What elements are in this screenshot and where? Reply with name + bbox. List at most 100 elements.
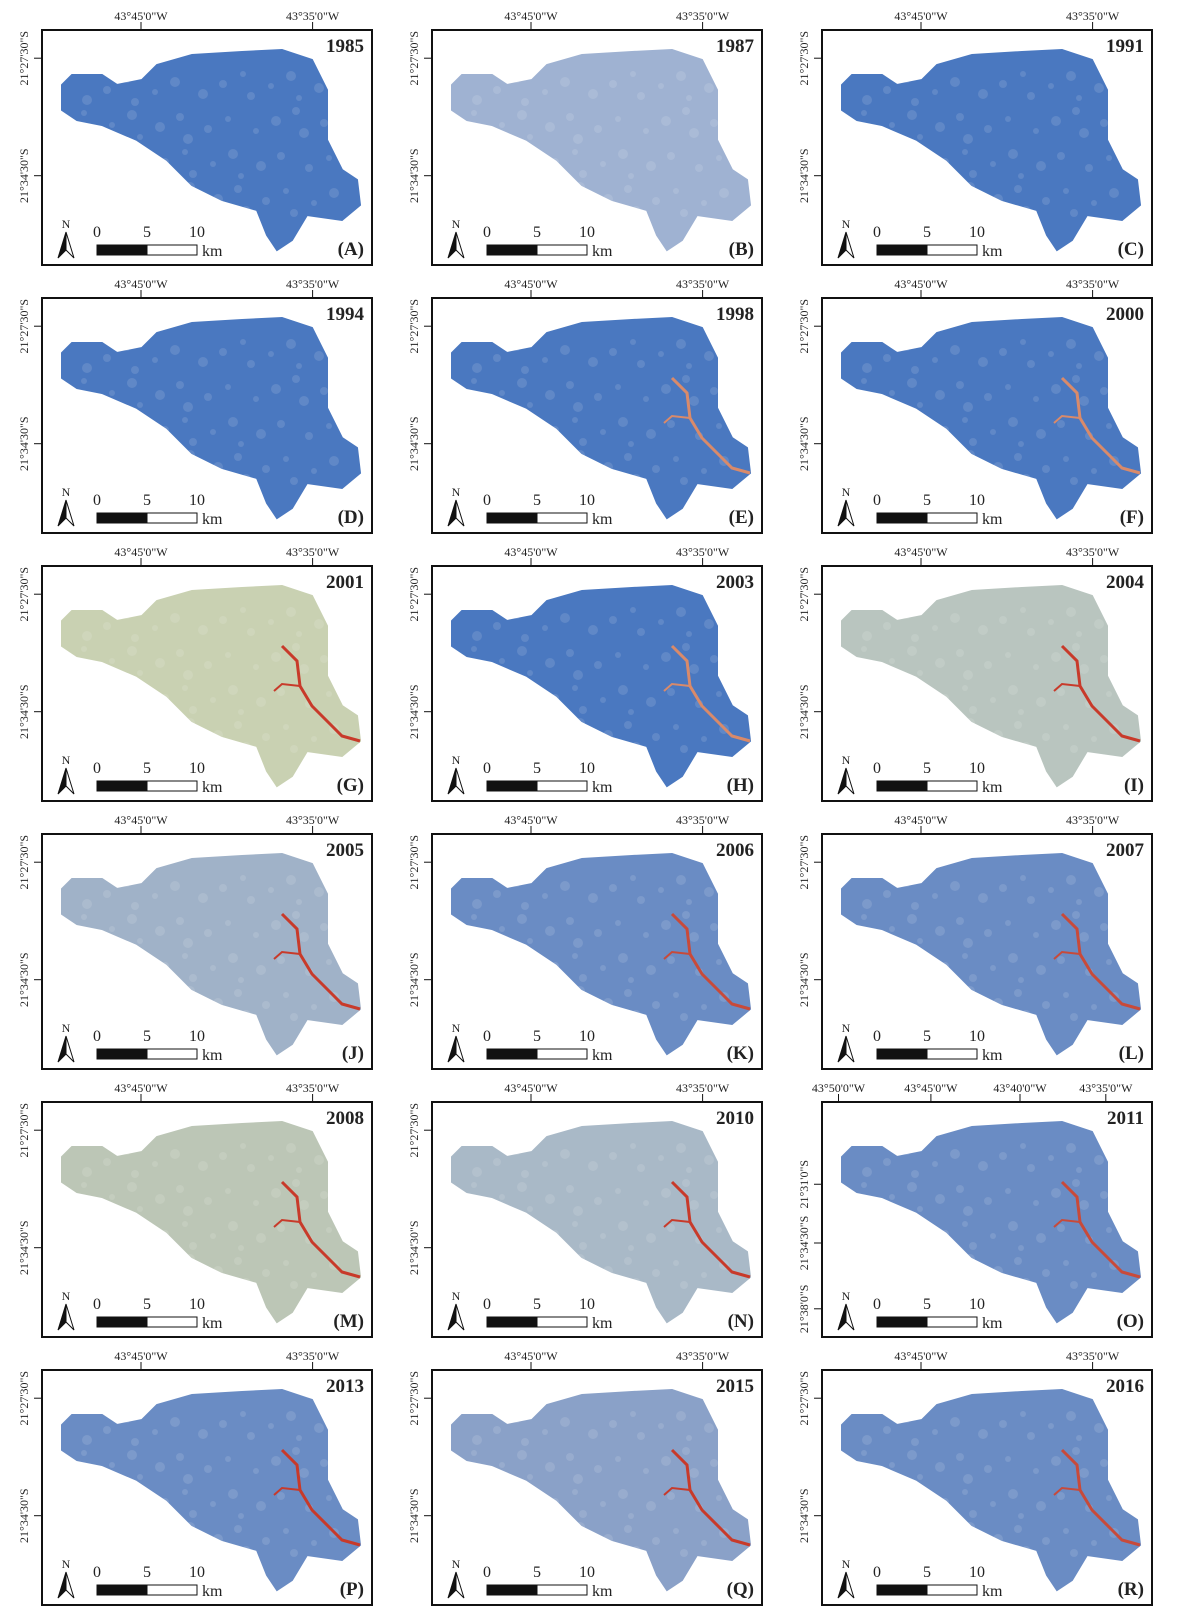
texture	[600, 1501, 606, 1507]
texture	[618, 417, 628, 427]
scale-label: 0	[483, 1296, 491, 1313]
texture	[161, 1498, 169, 1506]
year-label: 1998	[716, 304, 754, 325]
scale-label: 0	[873, 1028, 881, 1045]
texture	[545, 658, 555, 668]
texture	[195, 474, 201, 480]
texture	[536, 739, 544, 747]
north-arrow	[455, 1303, 465, 1331]
texture	[658, 83, 664, 89]
texture	[1066, 1411, 1076, 1421]
texture	[292, 643, 300, 651]
texture	[1091, 468, 1097, 474]
texture	[1070, 209, 1078, 217]
scale-label: 10	[189, 224, 205, 241]
y-coordinate: 21°27'30"S	[17, 299, 31, 354]
scale-label: 0	[483, 1028, 491, 1045]
texture	[1008, 685, 1018, 695]
texture	[478, 935, 486, 943]
texture	[868, 131, 876, 139]
texture	[572, 1221, 578, 1227]
texture	[667, 956, 675, 964]
texture	[926, 739, 934, 747]
texture	[517, 378, 527, 388]
texture	[859, 62, 865, 68]
texture	[661, 920, 671, 930]
scale-label: 0	[483, 760, 491, 777]
scale-bar	[146, 512, 198, 524]
north-label: N	[62, 485, 71, 499]
texture	[469, 1134, 475, 1140]
texture	[523, 1218, 531, 1226]
texture	[1094, 887, 1104, 897]
texture	[97, 736, 107, 746]
texture	[917, 402, 923, 408]
x-coordinate: 43°35'0"W	[1079, 1081, 1133, 1095]
texture	[573, 1474, 583, 1484]
texture	[542, 357, 548, 363]
texture	[234, 185, 242, 193]
texture	[624, 1525, 632, 1533]
texture	[993, 998, 1003, 1008]
reservoir-branch	[663, 1486, 691, 1496]
texture	[508, 727, 516, 735]
texture	[573, 1206, 583, 1216]
texture	[1051, 652, 1061, 662]
year-label: 1987	[716, 36, 755, 57]
texture	[176, 1185, 184, 1193]
texture	[682, 1447, 690, 1455]
texture	[630, 1411, 636, 1417]
texture	[296, 899, 302, 905]
texture	[228, 417, 238, 427]
texture	[956, 113, 964, 121]
texture	[861, 378, 867, 384]
texture	[124, 77, 130, 83]
texture	[1014, 721, 1022, 729]
map-panel: 2008 (M) 43°45'0"W 43°35'0"W 21°27'30"S 21°34…	[17, 1081, 373, 1338]
scale-label: 10	[189, 1564, 205, 1581]
x-coordinate: 43°35'0"W	[676, 9, 730, 23]
y-coordinate: 21°27'30"S	[17, 1371, 31, 1426]
texture	[118, 191, 126, 199]
texture	[701, 1004, 707, 1010]
texture	[947, 1534, 953, 1540]
scale-label: 10	[579, 492, 595, 509]
texture	[680, 477, 688, 485]
texture	[572, 1489, 578, 1495]
texture	[1020, 1411, 1026, 1417]
scale-label: 5	[143, 1564, 151, 1581]
texture	[907, 646, 917, 656]
texture	[94, 703, 100, 709]
texture	[963, 1474, 973, 1484]
north-arrow	[845, 1303, 855, 1331]
texture	[185, 182, 195, 192]
texture	[118, 995, 126, 1003]
texture	[474, 411, 484, 421]
reservoir-branch	[663, 950, 691, 960]
texture	[311, 1540, 317, 1546]
texture	[1066, 875, 1076, 885]
texture	[521, 634, 529, 642]
texture	[993, 1534, 1003, 1544]
texture	[240, 71, 246, 77]
texture	[907, 110, 917, 120]
texture	[889, 1462, 895, 1468]
texture	[247, 360, 255, 368]
texture	[701, 736, 707, 742]
texture	[999, 348, 1007, 356]
texture	[152, 893, 158, 899]
texture	[661, 384, 671, 394]
texture	[167, 194, 173, 200]
x-coordinate: 43°35'0"W	[286, 9, 340, 23]
texture	[911, 98, 919, 106]
scale-bar	[146, 1316, 198, 1328]
texture	[704, 619, 714, 629]
texture	[536, 203, 544, 211]
texture	[631, 474, 641, 484]
texture	[913, 682, 921, 690]
texture	[124, 345, 130, 351]
texture	[603, 998, 613, 1008]
year-label: 1994	[326, 304, 365, 325]
reservoir	[670, 376, 751, 475]
y-coordinate: 21°27'30"S	[797, 567, 811, 622]
